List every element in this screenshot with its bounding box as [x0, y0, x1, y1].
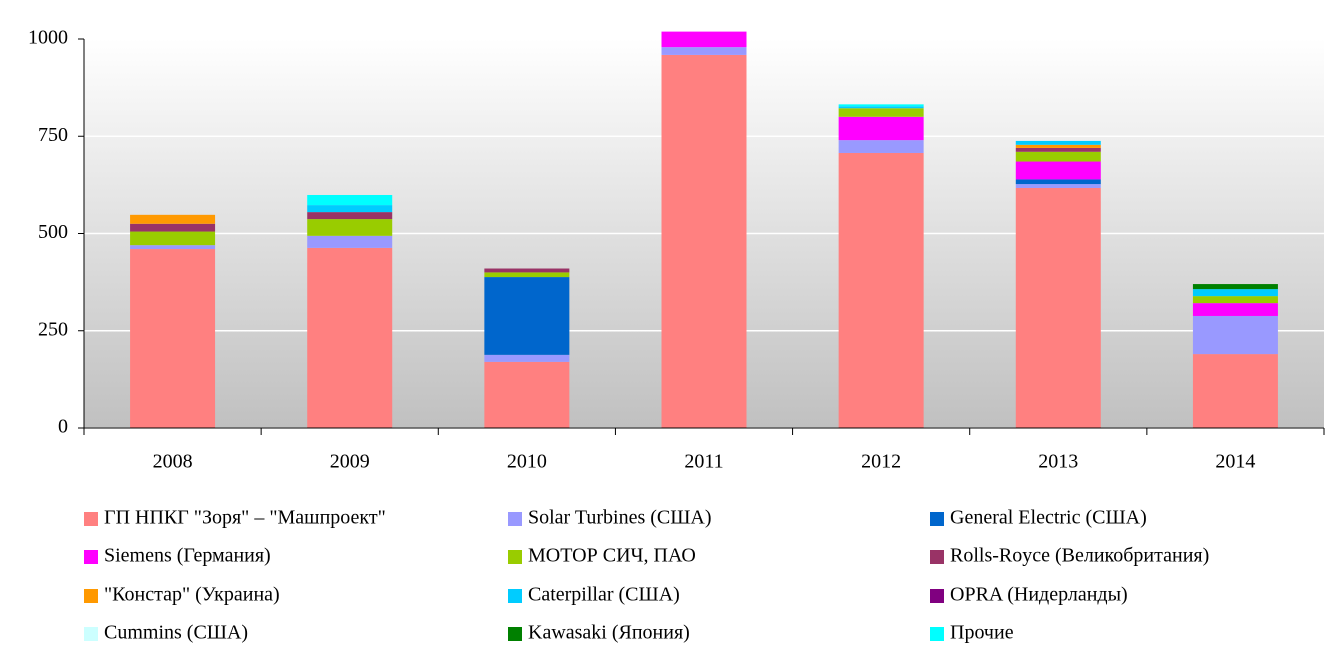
legend-swatch	[84, 627, 98, 641]
legend-label: Solar Turbines (США)	[528, 507, 712, 529]
y-tick-label: 250	[38, 318, 68, 340]
bar-segment	[484, 277, 570, 355]
bar-segment	[307, 219, 393, 236]
bar-segment	[484, 354, 570, 362]
legend-label: Rolls-Royce (Великобритания)	[950, 545, 1209, 567]
legend-label: МОТОР СИЧ, ПАО	[528, 545, 696, 567]
bar-segment	[1015, 140, 1101, 145]
bar-segment	[838, 106, 924, 109]
bar-segment	[838, 152, 924, 429]
legend-label: Cummins (США)	[104, 622, 248, 644]
x-tick-label: 2010	[507, 451, 547, 473]
bar-segment	[661, 31, 747, 48]
bar-segment	[1192, 315, 1278, 355]
bar-segment	[307, 235, 393, 248]
bar-segment	[1015, 179, 1101, 185]
bar-segment	[484, 272, 570, 278]
bar-segment	[307, 194, 393, 206]
bar-segment	[307, 205, 393, 213]
legend-swatch	[930, 512, 944, 526]
x-tick-label: 2013	[1038, 451, 1078, 473]
x-tick-label: 2008	[153, 451, 193, 473]
bar-segment	[130, 214, 216, 224]
legend-swatch	[930, 627, 944, 641]
legend-label: "Констар" (Украина)	[104, 584, 280, 606]
legend-swatch	[84, 512, 98, 526]
y-tick-label: 750	[38, 124, 68, 146]
legend-label: General Electric (США)	[950, 507, 1147, 529]
bar-segment	[838, 108, 924, 117]
legend-label: ГП НПКГ "Зоря" – "Машпроект"	[104, 507, 386, 529]
bar-segment	[1192, 354, 1278, 428]
bar-segment	[1015, 144, 1101, 148]
bar-segment	[661, 47, 747, 55]
legend-label: Caterpillar (США)	[528, 584, 680, 606]
bar-segment	[307, 247, 393, 428]
bar-segment	[130, 245, 216, 250]
bar-segment	[307, 212, 393, 220]
bar-segment	[484, 361, 570, 428]
legend-swatch	[930, 550, 944, 564]
bar-segment	[838, 104, 924, 107]
legend-swatch	[84, 550, 98, 564]
legend-swatch	[508, 627, 522, 641]
bar-segment	[1015, 151, 1101, 162]
bar-segment	[1015, 184, 1101, 188]
bar-segment	[130, 249, 216, 428]
bar-segment	[1015, 187, 1101, 428]
x-tick-label: 2011	[684, 451, 723, 473]
bar-segment	[130, 231, 216, 246]
y-tick-label: 1000	[28, 27, 68, 49]
bar-segment	[838, 140, 924, 153]
y-tick-label: 500	[38, 221, 68, 243]
bar-segment	[838, 116, 924, 141]
bar-segment	[1192, 296, 1278, 304]
bar-segment	[1192, 303, 1278, 316]
x-tick-label: 2009	[330, 451, 370, 473]
legend-label: Kawasaki (Япония)	[528, 622, 690, 644]
y-tick-label: 0	[58, 416, 68, 438]
bar-segment	[130, 223, 216, 232]
bar-segment	[661, 54, 747, 428]
legend-label: OPRA (Нидерланды)	[950, 584, 1128, 606]
legend-swatch	[508, 550, 522, 564]
legend-swatch	[508, 589, 522, 603]
bar-segment	[1192, 284, 1278, 290]
legend-label: Siemens (Германия)	[104, 545, 271, 567]
legend-swatch	[508, 512, 522, 526]
legend-label: Прочие	[950, 622, 1014, 644]
x-tick-label: 2012	[861, 451, 901, 473]
bar-segment	[484, 268, 570, 273]
legend-swatch	[84, 589, 98, 603]
bar-segment	[1015, 147, 1101, 152]
x-tick-label: 2014	[1215, 451, 1255, 473]
legend-swatch	[930, 589, 944, 603]
bar-segment	[1015, 161, 1101, 180]
bar-segment	[1192, 289, 1278, 297]
